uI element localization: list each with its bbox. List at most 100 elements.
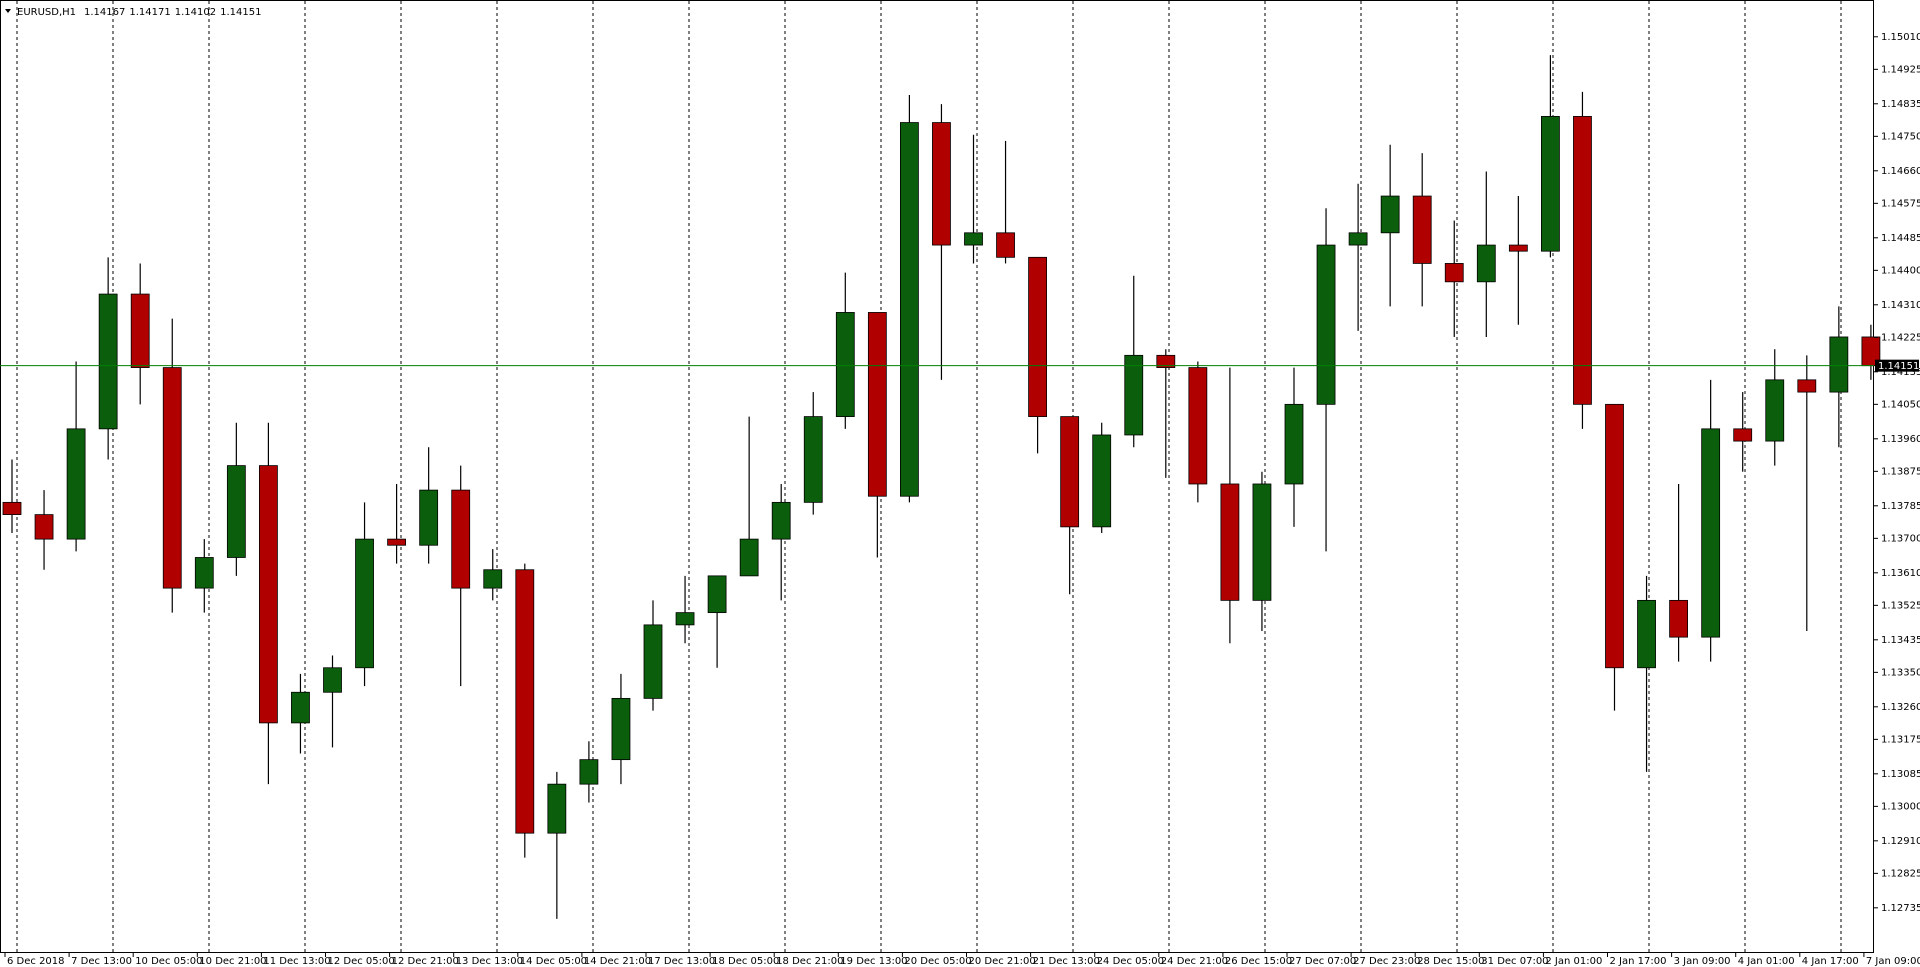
candle-body-down — [867, 312, 887, 497]
y-tick-label: 1.12910 — [1881, 836, 1920, 847]
y-tick-label: 1.14050 — [1881, 399, 1920, 410]
y-tick-label: 1.14135 — [1881, 367, 1920, 378]
y-tick-label: 1.13260 — [1881, 702, 1920, 713]
candle-body-down — [1188, 367, 1208, 485]
candle-body-up — [547, 783, 567, 834]
x-tick-label: 3 Jan 09:00 — [1674, 956, 1731, 967]
x-tick-label: 10 Dec 21:00 — [199, 956, 266, 967]
price-label: 1.14151 — [1878, 361, 1919, 372]
x-tick-label: 31 Dec 07:00 — [1481, 956, 1548, 967]
x-tick-label: 26 Dec 15:00 — [1225, 956, 1292, 967]
candle-body-up — [675, 612, 695, 626]
y-tick-label: 1.14400 — [1881, 265, 1920, 276]
plot-frame — [0, 0, 1874, 953]
y-tick-label: 1.13700 — [1881, 533, 1920, 544]
y-tick-label: 1.13085 — [1881, 769, 1920, 780]
x-tick-label: 7 Dec 13:00 — [71, 956, 132, 967]
candle-body-up — [355, 538, 374, 669]
candle-body-up — [1701, 428, 1721, 638]
candle-body-up — [66, 428, 86, 540]
y-tick-label: 1.13000 — [1881, 801, 1920, 812]
candle-body-down — [1028, 256, 1047, 417]
y-tick-label: 1.14225 — [1881, 332, 1920, 343]
x-tick-label: 24 Dec 05:00 — [1097, 956, 1164, 967]
candle-body-down — [1733, 428, 1753, 442]
y-tick-label: 1.14485 — [1881, 233, 1920, 244]
high-info: 1.14171 — [129, 7, 170, 18]
axes: 1.15010 1.14925 1.14835 1.14750 1.14660 1.145… — [0, 32, 1920, 967]
candle-body-up — [1380, 195, 1400, 234]
y-tick-label: 1.14660 — [1881, 166, 1920, 177]
x-tick-label: 4 Jan 17:00 — [1802, 956, 1859, 967]
candle-body-up — [739, 538, 759, 577]
x-tick-label: 21 Dec 13:00 — [1033, 956, 1100, 967]
candle-body-up — [291, 691, 310, 724]
x-tick-label: 12 Dec 05:00 — [328, 956, 395, 967]
x-tick-label: 20 Dec 05:00 — [904, 956, 971, 967]
candle-body-down — [1508, 244, 1528, 252]
y-tick-label: 1.14750 — [1881, 131, 1920, 142]
candle-body-up — [226, 465, 246, 558]
candle-body-up — [707, 575, 727, 614]
candle-body-up — [323, 667, 342, 693]
x-tick-label: 20 Dec 21:00 — [969, 956, 1036, 967]
low-info: 1.14102 — [175, 7, 216, 18]
x-tick-label: 24 Dec 21:00 — [1161, 956, 1228, 967]
x-tick-label: 11 Dec 13:00 — [263, 956, 330, 967]
candle-body-up — [900, 122, 919, 497]
candle-body-up — [1124, 354, 1144, 436]
candle-body-up — [1765, 379, 1785, 442]
candle-body-down — [996, 232, 1015, 258]
x-tick-label: 2 Jan 01:00 — [1545, 956, 1602, 967]
candle-body-down — [130, 293, 150, 368]
x-tick-label: 10 Dec 05:00 — [135, 956, 202, 967]
y-tick-label: 1.13350 — [1881, 667, 1920, 678]
x-tick-label: 14 Dec 21:00 — [584, 956, 651, 967]
y-tick-label: 1.13960 — [1881, 434, 1920, 445]
x-tick-label: 7 Jan 09:00 — [1866, 956, 1920, 967]
candle-body-down — [1412, 195, 1432, 264]
candle-body-up — [98, 293, 118, 430]
candle-body-down — [34, 514, 54, 540]
y-tick-label: 1.15010 — [1881, 32, 1920, 43]
y-tick-label: 1.13175 — [1881, 734, 1920, 745]
candle-body-up — [964, 232, 983, 246]
x-tick-label: 6 Dec 2018 — [7, 956, 65, 967]
header: EURUSD,H1 1.14167 1.14171 1.14102 1.14151 — [17, 7, 261, 18]
candle-body-up — [1252, 483, 1272, 601]
candle-body-up — [803, 416, 823, 503]
y-tick-label: 1.13875 — [1881, 466, 1920, 477]
candle-body-up — [771, 501, 791, 540]
candle-body-down — [258, 465, 278, 724]
x-tick-label: 13 Dec 13:00 — [456, 956, 523, 967]
candle-body-up — [1637, 599, 1656, 669]
candle-body-up — [1284, 403, 1304, 485]
y-tick-label: 1.13610 — [1881, 568, 1920, 579]
candle-body-down — [1444, 263, 1464, 283]
close-info: 1.14151 — [220, 7, 261, 18]
x-tick-label: 4 Jan 01:00 — [1738, 956, 1795, 967]
y-tick-label: 1.13525 — [1881, 600, 1920, 611]
candle-body-up — [611, 697, 631, 761]
candle-body-up — [579, 759, 599, 785]
candle-body-down — [1573, 116, 1592, 405]
candle-body-down — [515, 569, 535, 834]
candle-body-up — [1829, 336, 1849, 393]
y-tick-label: 1.12825 — [1881, 868, 1920, 879]
y-tick-label: 1.14310 — [1881, 300, 1920, 311]
candle-body-up — [483, 569, 503, 589]
candle-body-up — [1348, 232, 1368, 246]
candle-body-down — [1669, 599, 1688, 638]
candle-body-up — [1476, 244, 1496, 283]
header-arrow — [5, 9, 11, 13]
candle-body-down — [932, 122, 951, 246]
price-label-box — [1875, 359, 1919, 372]
x-tick-label: 27 Dec 23:00 — [1353, 956, 1420, 967]
x-tick-label: 14 Dec 05:00 — [520, 956, 587, 967]
candle-body-up — [1541, 116, 1560, 252]
candle-body-up — [194, 557, 214, 589]
candle-body-up — [1092, 434, 1112, 528]
